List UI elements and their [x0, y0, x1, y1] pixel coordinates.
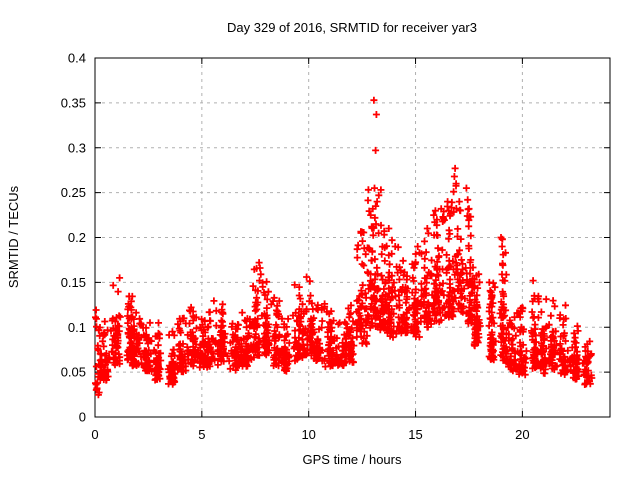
- y-tick-label: 0.25: [61, 185, 86, 200]
- y-tick-label: 0.4: [68, 51, 86, 66]
- chart-title: Day 329 of 2016, SRMTID for receiver yar…: [227, 20, 477, 35]
- y-tick-label: 0.2: [68, 230, 86, 245]
- y-tick-label: 0.05: [61, 365, 86, 380]
- x-tick-label: 0: [91, 427, 98, 442]
- y-tick-label: 0: [79, 410, 86, 425]
- x-tick-label: 10: [301, 427, 315, 442]
- x-axis-label: GPS time / hours: [303, 452, 402, 467]
- x-tick-label: 20: [515, 427, 529, 442]
- y-tick-label: 0.3: [68, 140, 86, 155]
- data-series-markers: [92, 96, 596, 399]
- y-tick-label: 0.1: [68, 320, 86, 335]
- plot-frame: [94, 57, 611, 418]
- y-tick-label: 0.35: [61, 95, 86, 110]
- y-axis-label: SRMTID / TECUs: [6, 185, 21, 288]
- y-tick-label: 0.15: [61, 275, 86, 290]
- x-tick-label: 5: [198, 427, 205, 442]
- tick-labels: 0 5 10 15 20 0 0.05 0.1 0.15 0.2 0.25 0.3 0.35 0.4: [61, 51, 530, 443]
- scatter-points: [92, 96, 596, 399]
- x-tick-label: 15: [408, 427, 422, 442]
